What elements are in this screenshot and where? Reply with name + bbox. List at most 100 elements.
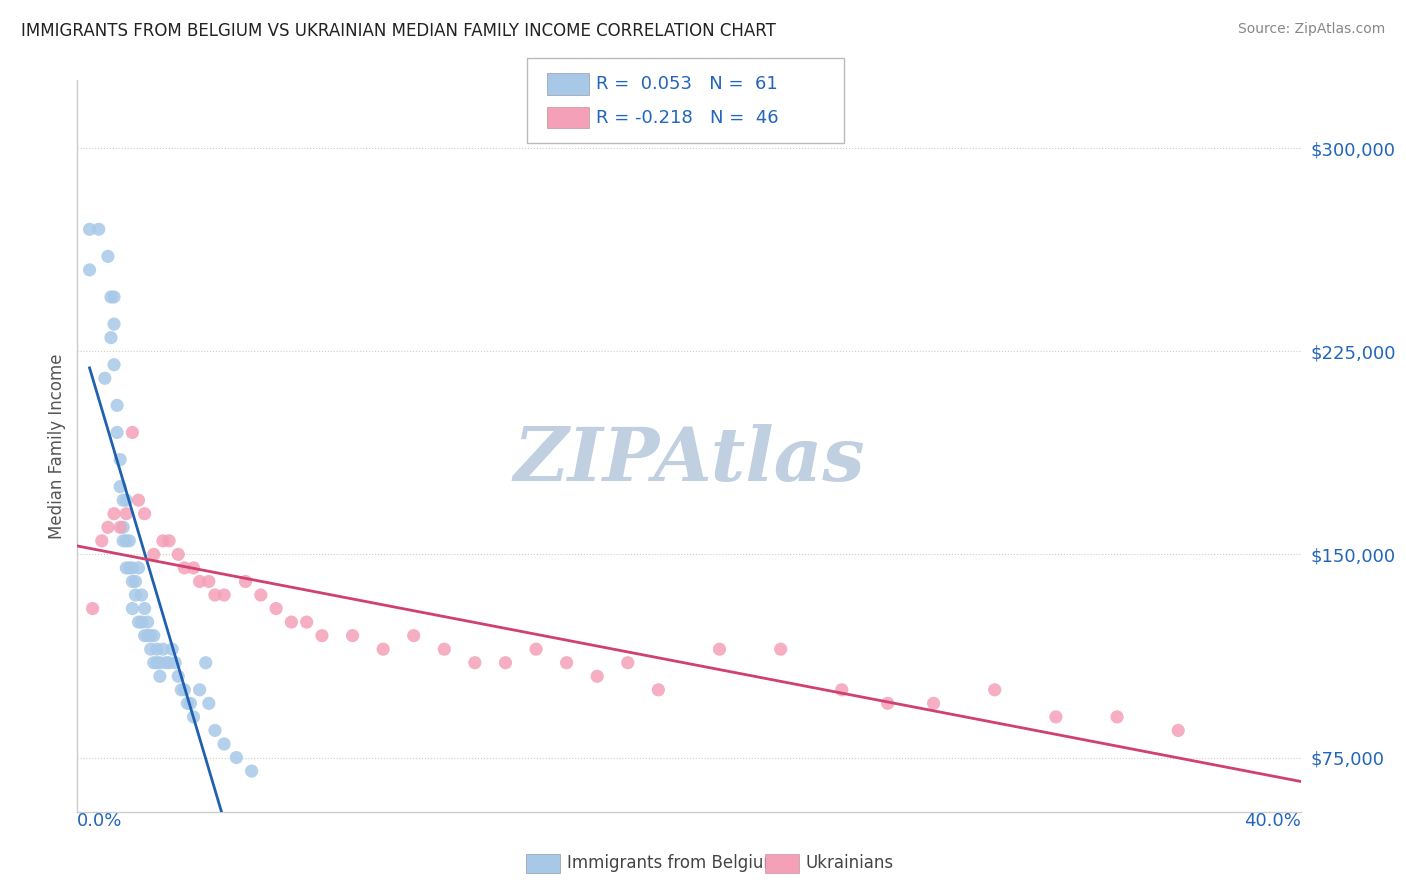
Point [131, 615, 153, 629]
Point [157, 533, 180, 548]
Point [342, 629, 364, 643]
Point [103, 317, 125, 331]
Point [146, 642, 169, 657]
Point [105, 425, 128, 440]
Text: Ukrainians: Ukrainians [806, 855, 894, 872]
Point [240, 764, 263, 778]
Point [188, 574, 211, 589]
Point [134, 507, 156, 521]
Point [103, 358, 125, 372]
Point [124, 574, 146, 589]
Point [157, 656, 180, 670]
Point [198, 697, 221, 711]
Point [118, 561, 141, 575]
Point [142, 629, 165, 643]
Point [876, 697, 898, 711]
Point [79, 263, 101, 277]
Point [87, 222, 110, 236]
Point [1045, 710, 1067, 724]
Point [149, 656, 172, 670]
Point [179, 697, 201, 711]
Point [831, 682, 853, 697]
Point [183, 561, 205, 575]
Point [136, 629, 159, 643]
Point [371, 642, 394, 657]
Point [121, 425, 143, 440]
Point [97, 249, 120, 263]
Point [225, 750, 247, 764]
Point [134, 601, 156, 615]
Point [82, 601, 104, 615]
Point [167, 547, 190, 561]
Point [1167, 723, 1189, 738]
Point [127, 561, 149, 575]
Point [90, 533, 112, 548]
Text: IMMIGRANTS FROM BELGIUM VS UKRAINIAN MEDIAN FAMILY INCOME CORRELATION CHART: IMMIGRANTS FROM BELGIUM VS UKRAINIAN MED… [21, 22, 776, 40]
Point [115, 493, 138, 508]
Text: Immigrants from Belgium: Immigrants from Belgium [567, 855, 779, 872]
Point [103, 507, 125, 521]
Point [769, 642, 792, 657]
Point [495, 656, 517, 670]
Point [121, 574, 143, 589]
Point [235, 574, 257, 589]
Y-axis label: Median Family Income: Median Family Income [48, 353, 66, 539]
Point [112, 520, 135, 534]
Text: 40.0%: 40.0% [1244, 812, 1301, 830]
Point [524, 642, 547, 657]
Point [152, 533, 174, 548]
Point [402, 629, 425, 643]
Point [1107, 710, 1129, 724]
Point [555, 656, 578, 670]
Point [160, 642, 183, 657]
Point [108, 452, 131, 467]
Point [647, 682, 669, 697]
Point [136, 615, 159, 629]
Point [146, 656, 169, 670]
Text: 0.0%: 0.0% [77, 812, 122, 830]
Point [464, 656, 486, 670]
Point [124, 588, 146, 602]
Point [152, 642, 174, 657]
Point [280, 615, 302, 629]
Point [127, 493, 149, 508]
Point [264, 601, 287, 615]
Point [433, 642, 456, 657]
Point [311, 629, 333, 643]
Point [94, 371, 117, 385]
Point [198, 574, 221, 589]
Point [121, 561, 143, 575]
Point [188, 682, 211, 697]
Point [173, 682, 195, 697]
Point [142, 547, 165, 561]
Text: ZIPAtlas: ZIPAtlas [513, 425, 865, 497]
Point [922, 697, 945, 711]
Point [155, 656, 177, 670]
Point [212, 737, 235, 751]
Point [183, 710, 205, 724]
Point [212, 588, 235, 602]
Point [108, 480, 131, 494]
Text: R =  0.053   N =  61: R = 0.053 N = 61 [596, 75, 778, 93]
Point [127, 615, 149, 629]
Point [134, 629, 156, 643]
Point [97, 520, 120, 534]
Point [100, 290, 122, 304]
Point [176, 697, 198, 711]
Point [100, 331, 122, 345]
Point [115, 507, 138, 521]
Text: R = -0.218   N =  46: R = -0.218 N = 46 [596, 109, 779, 127]
Point [79, 222, 101, 236]
Point [250, 588, 273, 602]
Point [121, 601, 143, 615]
Point [165, 656, 187, 670]
Point [586, 669, 609, 683]
Point [115, 533, 138, 548]
Point [142, 656, 165, 670]
Point [204, 723, 226, 738]
Point [139, 629, 162, 643]
Point [105, 398, 128, 412]
Point [131, 588, 153, 602]
Text: Source: ZipAtlas.com: Source: ZipAtlas.com [1237, 22, 1385, 37]
Point [167, 669, 190, 683]
